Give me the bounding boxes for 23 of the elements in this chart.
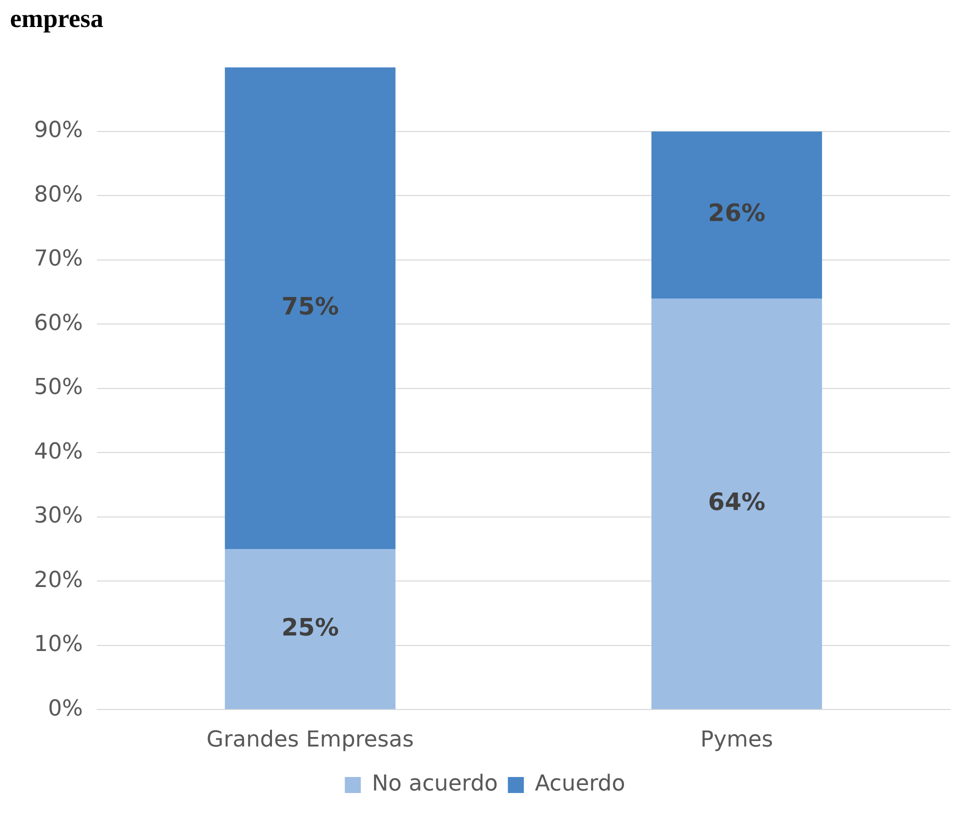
y-tick-label: 0% [48, 696, 83, 722]
data-label: 64% [708, 488, 766, 516]
x-tick-label: Pymes [700, 728, 774, 753]
y-tick-label: 10% [34, 632, 83, 658]
y-tick-label: 50% [34, 375, 83, 400]
data-label: 26% [708, 199, 766, 228]
y-tick-label: 30% [34, 504, 83, 529]
y-tick-label: 40% [34, 439, 83, 464]
x-tick-label: Grandes Empresas [206, 728, 414, 753]
bar [224, 67, 396, 549]
y-tick-label: 80% [34, 182, 83, 208]
y-tick-label: 20% [34, 568, 83, 593]
y-tick-label: 90% [34, 118, 83, 144]
chart-title: empresa [10, 4, 104, 34]
data-label: 25% [281, 613, 339, 642]
legend-label: No acuerdo [372, 772, 498, 797]
bar [651, 298, 822, 710]
legend-label: Acuerdo [534, 772, 626, 797]
data-label: 75% [281, 292, 339, 320]
bar [651, 131, 822, 298]
bar [224, 549, 396, 710]
y-tick-label: 70% [34, 246, 83, 272]
y-tick-label: 60% [34, 310, 83, 336]
